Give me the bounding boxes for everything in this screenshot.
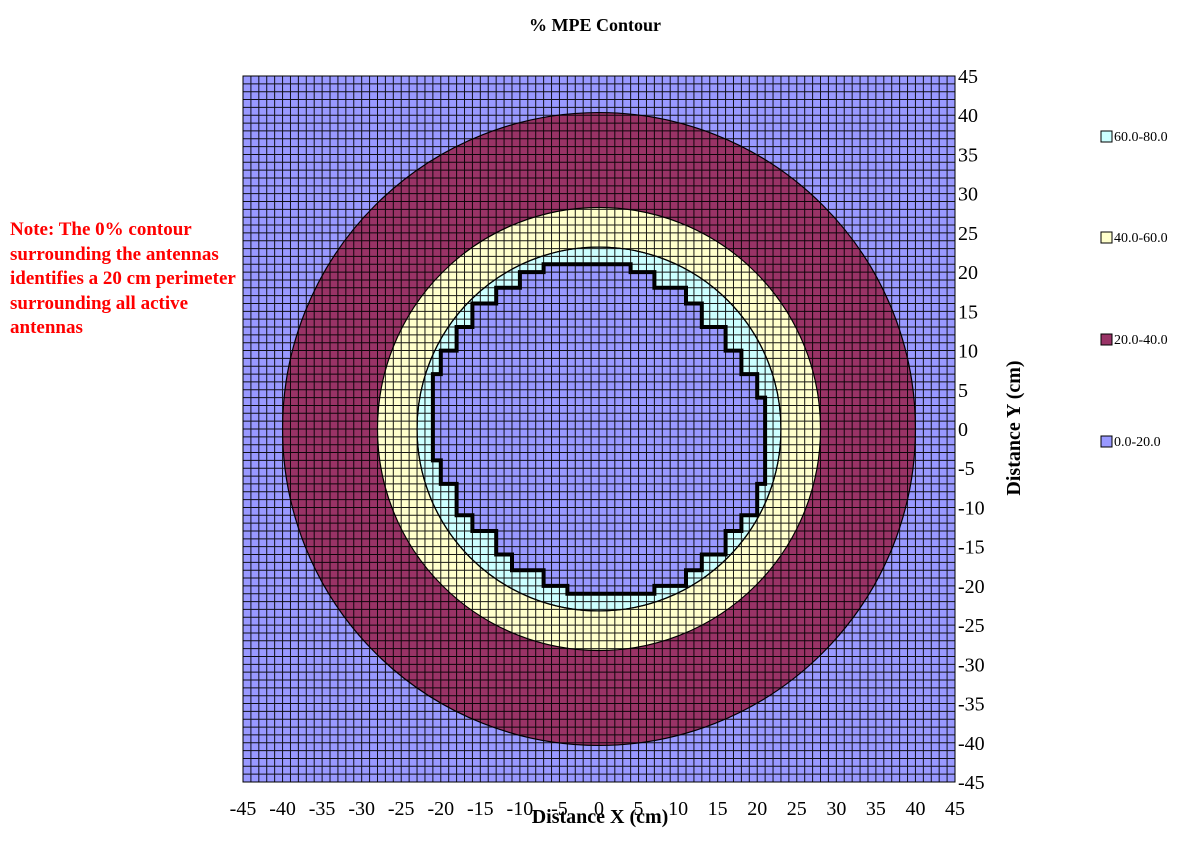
y-tick-label: -40: [958, 733, 985, 755]
x-tick-label: -45: [230, 798, 257, 820]
y-tick-label: 25: [958, 223, 978, 245]
legend-swatch: [1100, 130, 1113, 143]
y-tick-label: -25: [958, 615, 985, 637]
legend-swatch: [1100, 231, 1113, 244]
legend-label: 0.0-20.0: [1114, 435, 1161, 450]
y-tick-label: 5: [958, 380, 968, 402]
legend-label: 40.0-60.0: [1114, 231, 1168, 246]
y-tick-label: -10: [958, 497, 985, 519]
y-tick-label: -20: [958, 576, 985, 598]
legend-item: 0.0-20.0: [1100, 435, 1161, 450]
x-axis-label: Distance X (cm): [532, 806, 669, 828]
y-tick-label: 15: [958, 301, 978, 323]
y-tick-label: -45: [958, 772, 985, 794]
y-tick-label: 20: [958, 262, 978, 284]
x-tick-label: 30: [826, 798, 846, 820]
y-tick-label: 40: [958, 105, 978, 127]
x-tick-label: -15: [467, 798, 494, 820]
y-tick-label: 30: [958, 184, 978, 206]
legend-swatch: [1100, 435, 1113, 448]
x-tick-label: -25: [388, 798, 415, 820]
y-tick-label: 0: [958, 419, 968, 441]
legend-item: 60.0-80.0: [1100, 130, 1168, 145]
legend-item: 40.0-60.0: [1100, 231, 1168, 246]
x-tick-label: -30: [348, 798, 375, 820]
legend-label: 60.0-80.0: [1114, 130, 1168, 145]
chart-title: % MPE Contour: [529, 15, 661, 35]
y-tick-label: -15: [958, 537, 985, 559]
y-tick-labels: 45 40 35 30 25 20 15 10 5 0 -5 -10 -15 -20 -25 -30 -35 -4…: [958, 66, 985, 794]
x-tick-label: -10: [507, 798, 534, 820]
x-tick-labels: -45 -40 -35 -30 -25 -20 -15 -10 -5 0 5 10 15 20 25 30 35…: [230, 798, 965, 820]
y-tick-label: 35: [958, 144, 978, 166]
x-tick-label: 35: [866, 798, 886, 820]
x-tick-label: 25: [787, 798, 807, 820]
x-tick-label: 15: [708, 798, 728, 820]
x-tick-label: -20: [427, 798, 454, 820]
annotation-note: Note: The 0% contour surrounding the ant…: [10, 219, 236, 338]
y-tick-label: -30: [958, 654, 985, 676]
y-tick-label: 45: [958, 66, 978, 88]
legend-item: 20.0-40.0: [1100, 333, 1168, 348]
x-tick-label: 40: [905, 798, 925, 820]
x-tick-label: 10: [668, 798, 688, 820]
y-tick-label: 10: [958, 341, 978, 363]
legend-label: 20.0-40.0: [1114, 333, 1168, 348]
y-tick-label: -35: [958, 694, 985, 716]
y-axis-label: Distance Y (cm): [1003, 360, 1025, 495]
x-tick-label: -35: [309, 798, 336, 820]
x-tick-label: 0: [594, 798, 604, 820]
x-tick-label: 45: [945, 798, 965, 820]
x-tick-label: 5: [634, 798, 644, 820]
y-tick-label: -5: [958, 458, 975, 480]
x-tick-label: -40: [269, 798, 296, 820]
x-tick-label: -5: [551, 798, 568, 820]
x-tick-label: 20: [747, 798, 767, 820]
plot-border: [242, 75, 956, 783]
legend-swatch: [1100, 333, 1113, 346]
plot-area: [242, 75, 956, 783]
legend: 60.0-80.0 40.0-60.0 20.0-40.0 0.0-20.0: [1100, 130, 1168, 450]
